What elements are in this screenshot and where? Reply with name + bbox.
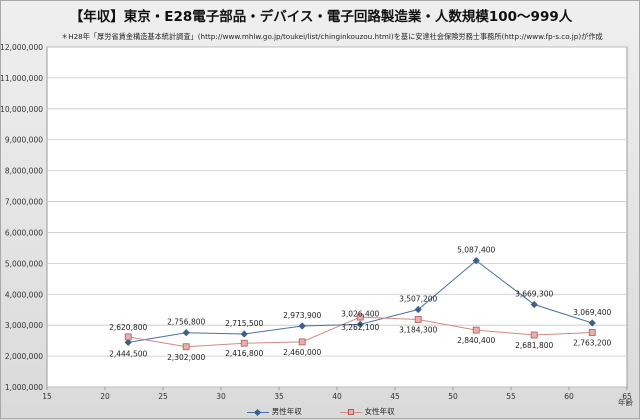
y-tick-label: 6,000,000 — [5, 228, 43, 237]
y-tick-label: 1,000,000 — [5, 383, 43, 392]
female-data-point — [240, 339, 248, 347]
male-data-point — [298, 322, 306, 330]
plot-background — [46, 46, 628, 388]
male-data-point — [182, 329, 190, 337]
male-data-label: 3,069,400 — [573, 308, 611, 317]
female-data-label: 2,302,000 — [167, 353, 205, 362]
female-data-point — [472, 326, 480, 334]
male-data-label: 3,669,300 — [515, 289, 553, 298]
male-data-point — [356, 320, 364, 328]
x-tick-label: 20 — [100, 392, 110, 401]
female-data-label: 2,460,000 — [283, 348, 321, 357]
y-tick-label: 9,000,000 — [5, 136, 43, 145]
female-data-label: 2,763,200 — [573, 339, 611, 348]
female-data-point — [124, 333, 132, 341]
male-data-point — [472, 257, 480, 265]
x-tick-label: 25 — [158, 392, 168, 401]
legend-female-label: 女性年収 — [364, 407, 395, 416]
male-data-point — [530, 300, 538, 309]
legend: 男性年収 女性年収 — [1, 406, 640, 417]
female-data-point — [356, 313, 364, 321]
x-tick-label: 55 — [506, 392, 516, 401]
male-data-label: 3,026,400 — [341, 309, 379, 318]
male-data-point — [124, 338, 132, 346]
y-tick-label: 3,000,000 — [5, 321, 43, 330]
y-tick-label: 5,000,000 — [5, 259, 43, 268]
legend-item-male: 男性年収 — [247, 406, 302, 417]
male-data-label: 3,507,200 — [399, 295, 437, 304]
legend-item-female: 女性年収 — [340, 406, 395, 417]
x-tick-label: 15 — [42, 392, 52, 401]
legend-female-marker — [340, 408, 363, 417]
x-tick-label: 35 — [274, 392, 284, 401]
y-tick-label: 12,000,000 — [1, 43, 43, 52]
y-tick-label: 2,000,000 — [5, 352, 43, 361]
female-data-label: 3,184,300 — [399, 325, 437, 334]
x-tick-label: 60 — [564, 392, 574, 401]
y-tick-label: 11,000,000 — [1, 74, 43, 83]
female-data-label: 2,416,800 — [225, 349, 263, 358]
y-tick-label: 4,000,000 — [5, 290, 43, 299]
female-data-label: 3,262,100 — [341, 323, 379, 332]
legend-male-label: 男性年収 — [271, 407, 302, 416]
male-data-label: 2,756,800 — [167, 318, 205, 327]
female-data-point — [182, 343, 190, 351]
male-data-label: 2,444,500 — [109, 349, 147, 358]
female-data-label: 2,681,800 — [515, 341, 553, 350]
male-data-label: 5,087,400 — [457, 246, 495, 255]
male-data-point — [414, 305, 422, 314]
female-data-point — [414, 316, 422, 323]
chart-title: 【年収】東京・E28電子部品・デバイス・電子回路製造業・人数規模100～999人 — [69, 9, 573, 25]
y-tick-label: 10,000,000 — [1, 105, 43, 114]
x-tick-label: 65 — [622, 392, 632, 401]
x-tick-label: 50 — [448, 392, 458, 401]
male-data-label: 2,715,500 — [225, 319, 263, 328]
male-data-label: 2,973,900 — [283, 311, 321, 320]
y-tick-label: 8,000,000 — [5, 167, 43, 176]
x-axis-label: 年齢 — [618, 397, 633, 407]
male-data-point — [240, 330, 248, 338]
chart-subtitle: ＊H28年「厚労省賃金構造基本統計調査」(http://www.mhlw.go.… — [61, 32, 603, 41]
x-tick-label: 30 — [216, 392, 226, 401]
y-tick-label: 7,000,000 — [5, 198, 43, 207]
female-data-label: 2,840,400 — [457, 336, 495, 345]
male-data-point — [588, 319, 596, 327]
female-data-point — [530, 331, 538, 339]
legend-male-marker — [247, 408, 270, 417]
female-data-label: 2,620,800 — [109, 323, 147, 332]
x-tick-label: 45 — [390, 392, 400, 401]
x-tick-label: 40 — [332, 392, 342, 401]
female-data-point — [588, 329, 596, 336]
female-data-point — [298, 338, 306, 346]
